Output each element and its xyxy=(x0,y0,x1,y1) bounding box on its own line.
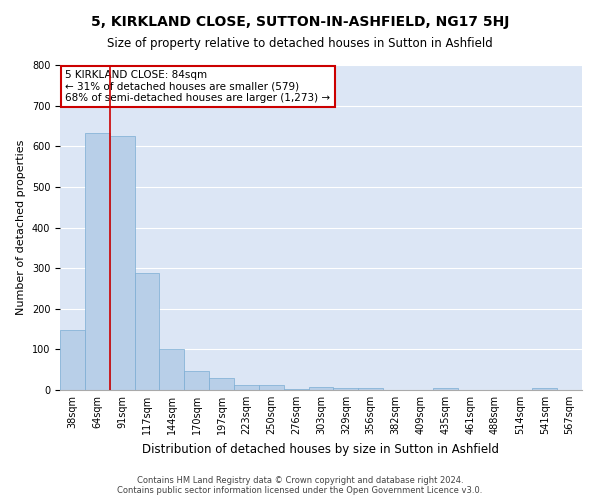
Bar xyxy=(234,385,259,390)
Bar xyxy=(259,385,284,390)
Bar xyxy=(134,273,160,390)
Bar xyxy=(110,136,134,390)
Text: 5 KIRKLAND CLOSE: 84sqm
← 31% of detached houses are smaller (579)
68% of semi-d: 5 KIRKLAND CLOSE: 84sqm ← 31% of detache… xyxy=(65,70,331,103)
Bar xyxy=(308,387,334,390)
Bar xyxy=(433,388,458,390)
Bar xyxy=(60,330,85,390)
Bar xyxy=(532,388,557,390)
Text: Size of property relative to detached houses in Sutton in Ashfield: Size of property relative to detached ho… xyxy=(107,38,493,51)
Bar xyxy=(334,388,358,390)
Bar xyxy=(85,133,110,390)
Bar xyxy=(209,378,234,390)
Bar xyxy=(184,371,209,390)
X-axis label: Distribution of detached houses by size in Sutton in Ashfield: Distribution of detached houses by size … xyxy=(143,442,499,456)
Text: Contains HM Land Registry data © Crown copyright and database right 2024.
Contai: Contains HM Land Registry data © Crown c… xyxy=(118,476,482,495)
Bar xyxy=(284,389,308,390)
Bar xyxy=(358,388,383,390)
Bar xyxy=(160,350,184,390)
Text: 5, KIRKLAND CLOSE, SUTTON-IN-ASHFIELD, NG17 5HJ: 5, KIRKLAND CLOSE, SUTTON-IN-ASHFIELD, N… xyxy=(91,15,509,29)
Y-axis label: Number of detached properties: Number of detached properties xyxy=(16,140,26,315)
